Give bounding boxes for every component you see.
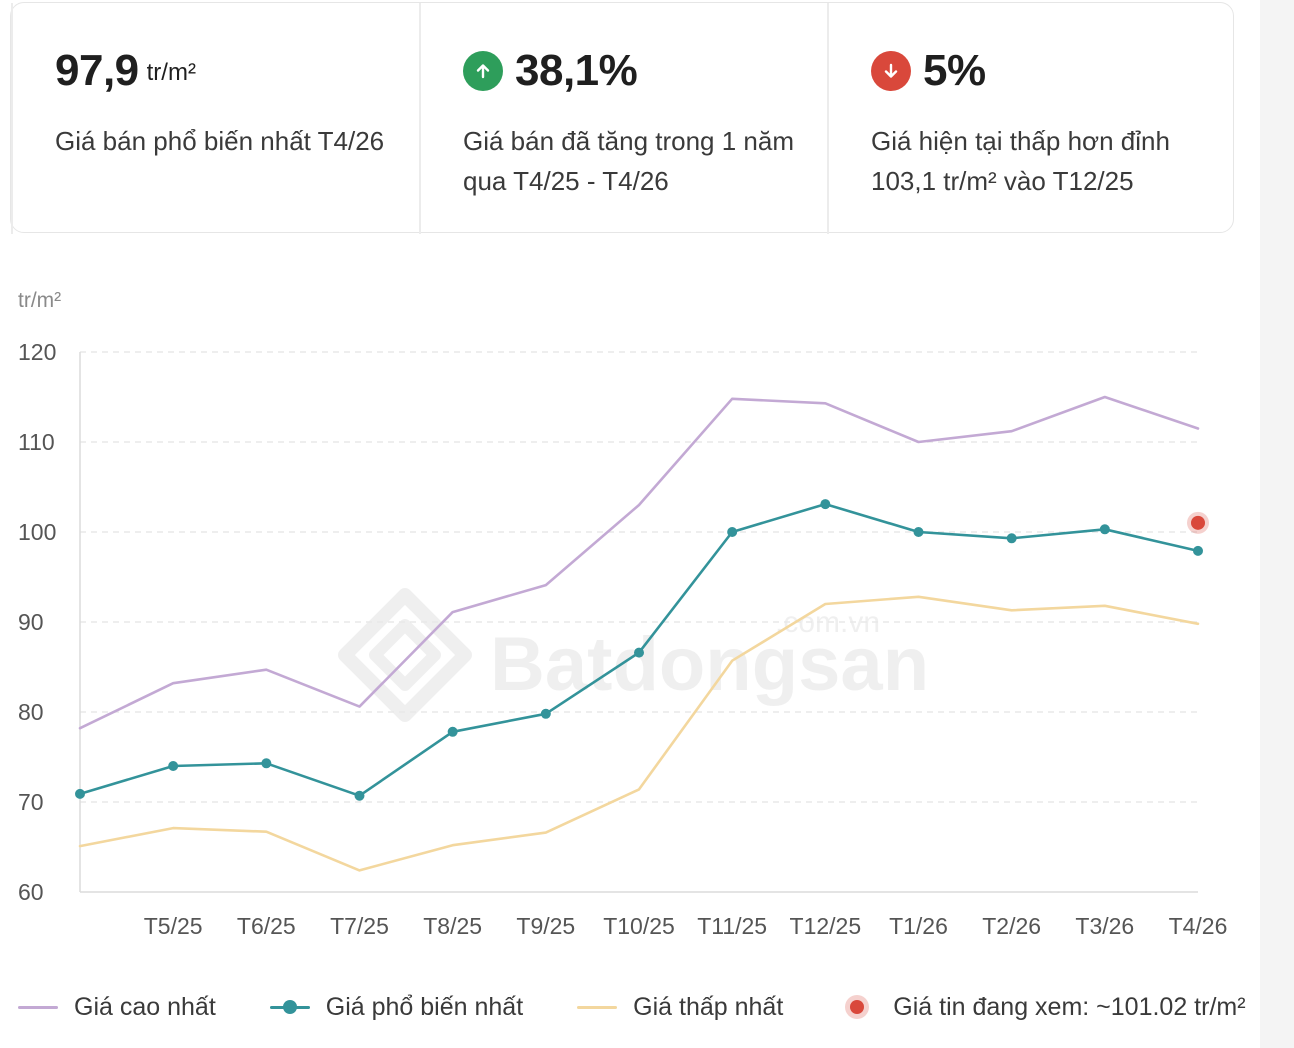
legend-label: Giá thấp nhất (633, 992, 784, 1021)
series-point (354, 790, 365, 801)
y-tick-label: 110 (18, 429, 55, 455)
arrow-up-icon (463, 51, 503, 91)
x-tick-label: T10/25 (603, 913, 675, 939)
stat-description: Giá bán đã tăng trong 1 năm qua T4/25 - … (463, 126, 795, 196)
y-tick-label: 60 (18, 879, 44, 905)
y-tick-label: 70 (18, 789, 44, 815)
series-point (75, 788, 85, 799)
series-point (820, 499, 831, 510)
stats-card: 97,9 tr/m² Giá bán phổ biến nhất T4/26 3… (10, 2, 1235, 234)
x-tick-label: T3/26 (1075, 913, 1134, 939)
right-edge-strip (1260, 0, 1294, 1048)
x-tick-label: T9/25 (516, 913, 575, 939)
y-tick-label: 120 (18, 339, 56, 365)
current-listing-point (1191, 515, 1205, 530)
legend-swatch (18, 996, 58, 1018)
stat-common-price: 97,9 tr/m² Giá bán phổ biến nhất T4/26 (11, 3, 419, 234)
legend-label: Giá cao nhất (74, 992, 216, 1021)
x-tick-label: T4/26 (1169, 913, 1228, 939)
series-line-2 (78, 595, 1200, 872)
legend-swatch (269, 996, 310, 1018)
legend-item-highest[interactable]: Giá cao nhất (18, 993, 216, 1022)
arrow-down-icon (871, 51, 911, 91)
series-point (1193, 545, 1203, 556)
series-point (913, 527, 924, 537)
series-point (1099, 524, 1110, 535)
series-point (727, 527, 738, 537)
x-tick-label: T2/26 (982, 913, 1041, 939)
legend-swatch (837, 995, 877, 1019)
series-point (540, 708, 551, 719)
chart-legend: Giá cao nhất Giá phổ biến nhất Giá thấp … (18, 985, 1246, 1029)
stat-value: 97,9 (55, 46, 139, 95)
series-point (447, 726, 458, 737)
legend-item-current-listing[interactable]: Giá tin đang xem: ~101.02 tr/m² (837, 992, 1246, 1022)
stat-description: Giá bán phổ biến nhất T4/26 (55, 126, 385, 156)
x-tick-label: T5/25 (144, 913, 203, 939)
series-point (634, 647, 644, 658)
legend-item-lowest[interactable]: Giá thấp nhất (577, 993, 783, 1022)
stat-yearly-change: 38,1% Giá bán đã tăng trong 1 năm qua T4… (419, 3, 827, 234)
y-tick-label: 100 (18, 519, 56, 545)
x-tick-label: T1/26 (889, 913, 948, 939)
legend-swatch (577, 996, 618, 1018)
series-point (261, 758, 272, 769)
legend-item-common[interactable]: Giá phổ biến nhất (269, 992, 524, 1022)
stat-below-peak: 5% Giá hiện tại thấp hơn đỉnh 103,1 tr/m… (827, 3, 1235, 234)
price-line-chart: tr/m² Batdongsan .com.vn 607080901001101… (18, 289, 1228, 939)
y-tick-label: 80 (18, 699, 44, 725)
x-tick-label: T11/25 (697, 913, 767, 939)
x-tick-label: T12/25 (790, 913, 862, 939)
y-tick-label: 90 (18, 609, 44, 635)
series-point (1006, 533, 1017, 544)
legend-label: Giá phổ biến nhất (325, 992, 524, 1021)
stat-value: 5% (923, 46, 986, 95)
series-line-0 (78, 395, 1200, 730)
x-tick-label: T6/25 (237, 913, 296, 939)
series-point (168, 761, 179, 771)
price-chart: tr/m² Batdongsan .com.vn 60 70 80 90 100 110 1… (0, 270, 1260, 970)
y-axis-unit-label: tr/m² (18, 289, 61, 312)
stat-value: 38,1% (515, 46, 638, 95)
legend-label: Giá tin đang xem: ~101.02 tr/m² (893, 992, 1246, 1021)
x-tick-label: T8/25 (423, 913, 482, 939)
stat-unit: tr/m² (146, 59, 196, 86)
stat-description: Giá hiện tại thấp hơn đỉnh 103,1 tr/m² v… (871, 126, 1170, 196)
x-tick-label: T7/25 (330, 913, 389, 939)
